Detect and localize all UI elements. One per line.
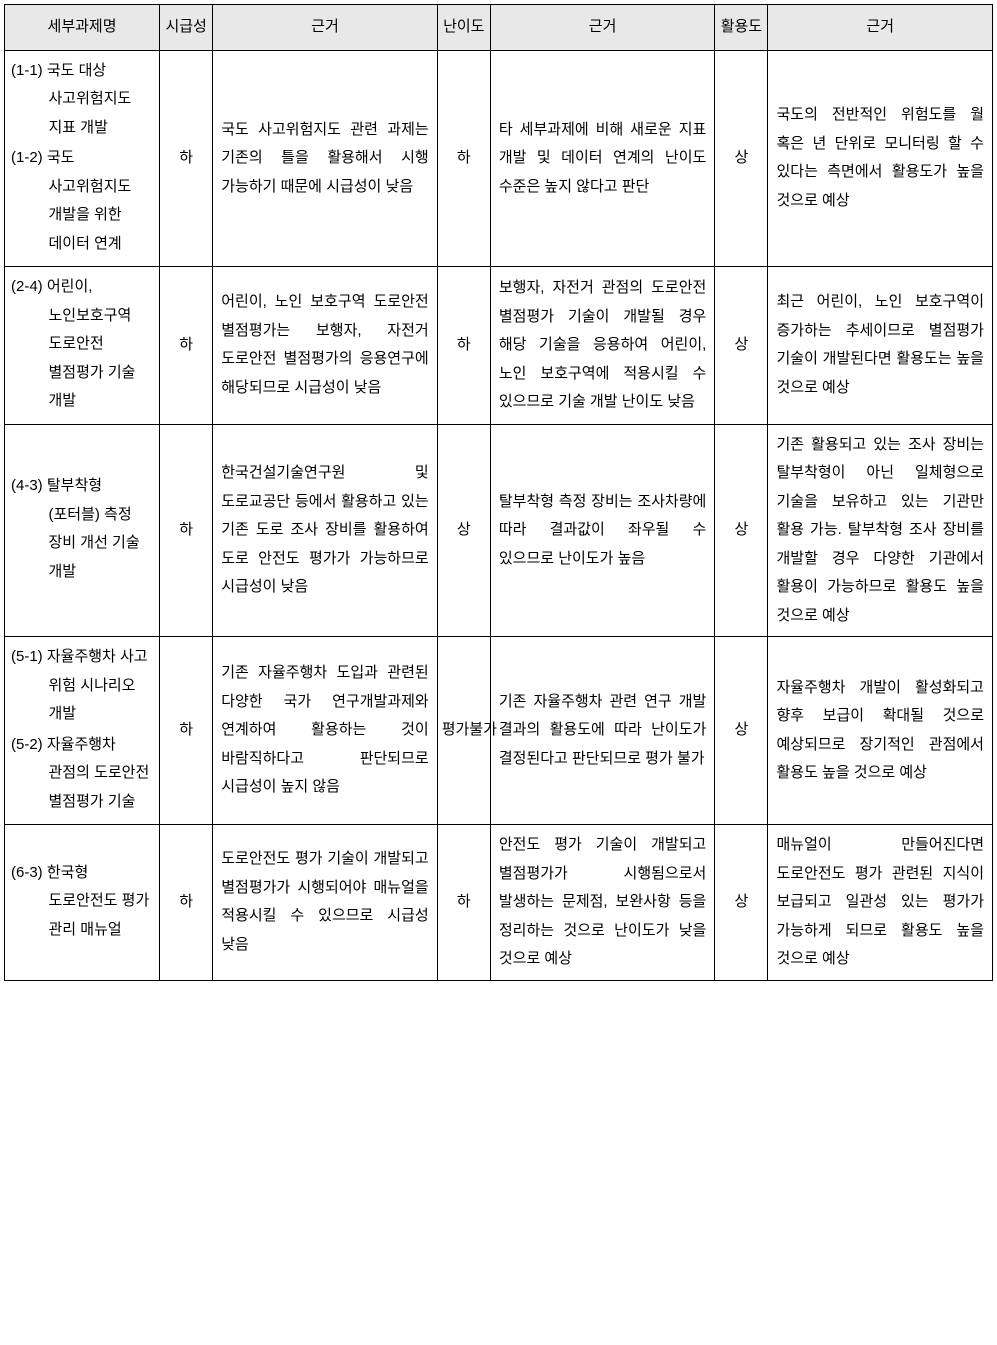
urgency-cell: 하 (160, 637, 213, 825)
difficulty-cell: 평가불가 (437, 637, 490, 825)
table-body: (1-1) 국도 대상 사고위험지도 지표 개발(1-2) 국도 사고위험지도 … (5, 50, 993, 980)
task-name-cell: (6-3) 한국형 도로안전도 평가 관리 매뉴얼 (5, 825, 160, 981)
reason1-cell: 국도 사고위험지도 관련 과제는 기존의 틀을 활용해서 시행 가능하기 때문에… (213, 50, 437, 267)
reason2-cell: 기존 자율주행차 관련 연구 개발 결과의 활용도에 따라 난이도가 결정된다고… (490, 637, 714, 825)
table-row: (2-4) 어린이, 노인보호구역 도로안전 별점평가 기술 개발하어린이, 노… (5, 267, 993, 425)
reason2-cell: 안전도 평가 기술이 개발되고 별점평가가 시행됨으로서 발생하는 문제점, 보… (490, 825, 714, 981)
header-row: 세부과제명 시급성 근거 난이도 근거 활용도 근거 (5, 5, 993, 51)
task-item: (2-4) 어린이, 노인보호구역 도로안전 별점평가 기술 개발 (11, 273, 153, 416)
table-row: (4-3) 탈부착형(포터블) 측정 장비 개선 기술 개발하한국건설기술연구원… (5, 424, 993, 637)
reason3-cell: 기존 활용되고 있는 조사 장비는 탈부착형이 아닌 일체형으로 기술을 보유하… (768, 424, 993, 637)
urgency-cell: 하 (160, 424, 213, 637)
reason1-cell: 기존 자율주행차 도입과 관련된 다양한 국가 연구개발과제와 연계하여 활용하… (213, 637, 437, 825)
urgency-cell: 하 (160, 267, 213, 425)
header-urgency: 시급성 (160, 5, 213, 51)
utility-cell: 상 (715, 424, 768, 637)
reason2-cell: 타 세부과제에 비해 새로운 지표 개발 및 데이터 연계의 난이도 수준은 높… (490, 50, 714, 267)
header-task-name: 세부과제명 (5, 5, 160, 51)
reason2-cell: 탈부착형 측정 장비는 조사차량에 따라 결과값이 좌우될 수 있으므로 난이도… (490, 424, 714, 637)
header-difficulty: 난이도 (437, 5, 490, 51)
reason1-cell: 한국건설기술연구원 및 도로교공단 등에서 활용하고 있는 기존 도로 조사 장… (213, 424, 437, 637)
task-name-cell: (5-1) 자율주행차 사고 위험 시나리오 개발(5-2) 자율주행차 관점의… (5, 637, 160, 825)
reason2-cell: 보행자, 자전거 관점의 도로안전 별점평가 기술이 개발될 경우 해당 기술을… (490, 267, 714, 425)
difficulty-cell: 상 (437, 424, 490, 637)
utility-cell: 상 (715, 267, 768, 425)
reason1-cell: 도로안전도 평가 기술이 개발되고 별점평가가 시행되어야 매뉴얼을 적용시킬 … (213, 825, 437, 981)
utility-cell: 상 (715, 50, 768, 267)
header-utility: 활용도 (715, 5, 768, 51)
table-row: (5-1) 자율주행차 사고 위험 시나리오 개발(5-2) 자율주행차 관점의… (5, 637, 993, 825)
task-name-cell: (4-3) 탈부착형(포터블) 측정 장비 개선 기술 개발 (5, 424, 160, 637)
header-reason1: 근거 (213, 5, 437, 51)
task-item: (4-3) 탈부착형(포터블) 측정 장비 개선 기술 개발 (11, 472, 153, 586)
table-row: (6-3) 한국형 도로안전도 평가 관리 매뉴얼하도로안전도 평가 기술이 개… (5, 825, 993, 981)
task-name-cell: (2-4) 어린이, 노인보호구역 도로안전 별점평가 기술 개발 (5, 267, 160, 425)
reason3-cell: 매뉴얼이 만들어진다면 도로안전도 평가 관련된 지식이 보급되고 일관성 있는… (768, 825, 993, 981)
urgency-cell: 하 (160, 825, 213, 981)
reason3-cell: 국도의 전반적인 위험도를 월 혹은 년 단위로 모니터링 할 수 있다는 측면… (768, 50, 993, 267)
task-item: (5-2) 자율주행차 관점의 도로안전 별점평가 기술 (11, 731, 153, 817)
task-name-cell: (1-1) 국도 대상 사고위험지도 지표 개발(1-2) 국도 사고위험지도 … (5, 50, 160, 267)
evaluation-table: 세부과제명 시급성 근거 난이도 근거 활용도 근거 (1-1) 국도 대상 사… (4, 4, 993, 981)
difficulty-cell: 하 (437, 825, 490, 981)
reason3-cell: 자율주행차 개발이 활성화되고 향후 보급이 확대될 것으로 예상되므로 장기적… (768, 637, 993, 825)
task-item: (1-1) 국도 대상 사고위험지도 지표 개발 (11, 57, 153, 143)
header-reason3: 근거 (768, 5, 993, 51)
utility-cell: 상 (715, 637, 768, 825)
utility-cell: 상 (715, 825, 768, 981)
header-reason2: 근거 (490, 5, 714, 51)
table-row: (1-1) 국도 대상 사고위험지도 지표 개발(1-2) 국도 사고위험지도 … (5, 50, 993, 267)
difficulty-cell: 하 (437, 267, 490, 425)
task-item: (1-2) 국도 사고위험지도 개발을 위한 데이터 연계 (11, 144, 153, 258)
reason3-cell: 최근 어린이, 노인 보호구역이 증가하는 추세이므로 별점평가 기술이 개발된… (768, 267, 993, 425)
reason1-cell: 어린이, 노인 보호구역 도로안전 별점평가는 보행자, 자전거 도로안전 별점… (213, 267, 437, 425)
task-item: (6-3) 한국형 도로안전도 평가 관리 매뉴얼 (11, 859, 153, 945)
task-item: (5-1) 자율주행차 사고 위험 시나리오 개발 (11, 643, 153, 729)
urgency-cell: 하 (160, 50, 213, 267)
difficulty-cell: 하 (437, 50, 490, 267)
